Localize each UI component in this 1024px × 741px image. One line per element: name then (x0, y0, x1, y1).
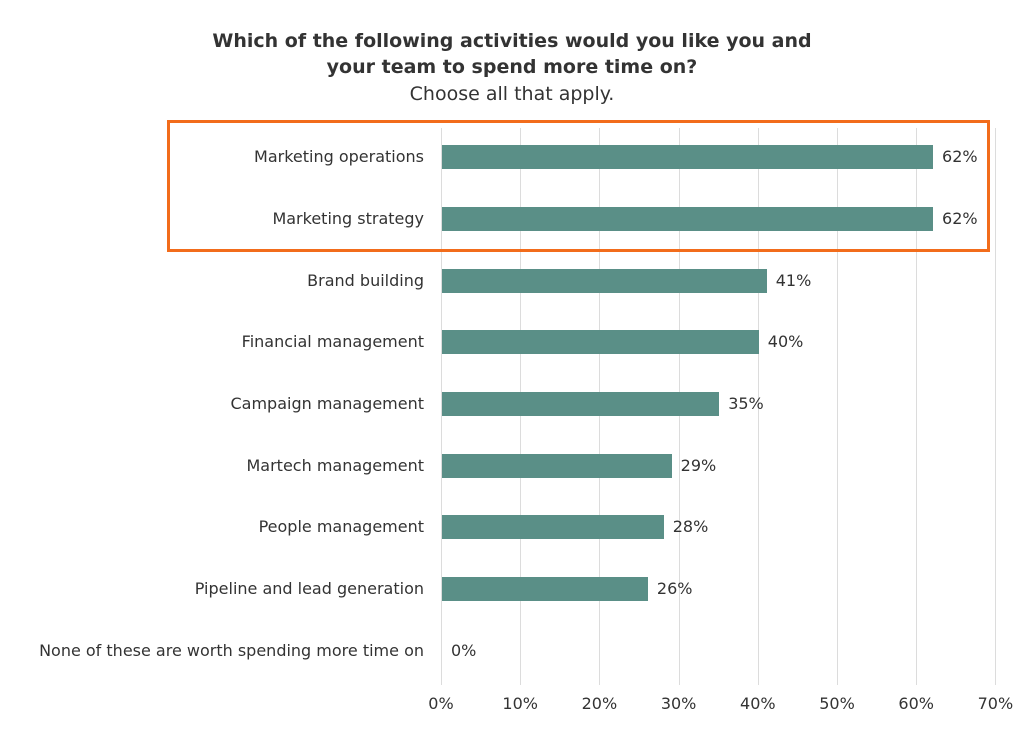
value-label: 62% (942, 147, 978, 166)
bar (442, 330, 759, 354)
category-label: Pipeline and lead generation (194, 579, 424, 598)
x-tick-label: 0% (428, 694, 454, 713)
chart-title-line-1: Which of the following activities would … (212, 30, 812, 52)
x-tick-label: 20% (581, 694, 618, 713)
value-label: 26% (656, 579, 693, 598)
gridline (995, 128, 997, 685)
category-label: Marketing operations (254, 147, 424, 166)
bar (442, 145, 934, 169)
gridline (837, 128, 838, 685)
value-label: 40% (767, 332, 804, 351)
gridline (441, 128, 442, 685)
x-tick-label: 50% (819, 694, 855, 713)
value-label: 35% (728, 394, 764, 413)
highlight-box (167, 120, 990, 252)
category-label: Martech management (246, 456, 424, 475)
bar (442, 269, 767, 293)
bar (442, 515, 664, 539)
chart-title-line-2: your team to spend more time on? (326, 56, 698, 78)
category-label: Marketing strategy (272, 209, 424, 228)
x-tick-label: 10% (502, 694, 538, 713)
category-label: Campaign management (230, 394, 424, 413)
category-label: Brand building (307, 271, 424, 290)
bar (442, 577, 648, 601)
value-label: 62% (942, 209, 978, 228)
value-label: 0% (451, 641, 477, 660)
value-label: 41% (775, 271, 812, 290)
value-label: 29% (680, 456, 717, 475)
x-tick-label: 60% (898, 694, 934, 713)
gridline (916, 128, 918, 685)
chart-subtitle: Choose all that apply. (409, 83, 615, 105)
category-label: People management (258, 517, 424, 536)
category-label: None of these are worth spending more ti… (39, 641, 424, 660)
gridline (757, 128, 759, 685)
bar (442, 454, 672, 478)
x-tick-label: 30% (660, 694, 697, 713)
category-label: Financial management (241, 332, 424, 351)
bar (442, 392, 720, 416)
value-label: 28% (672, 517, 709, 536)
x-tick-label: 70% (977, 694, 1014, 713)
x-tick-label: 40% (740, 694, 776, 713)
bar (442, 207, 934, 231)
